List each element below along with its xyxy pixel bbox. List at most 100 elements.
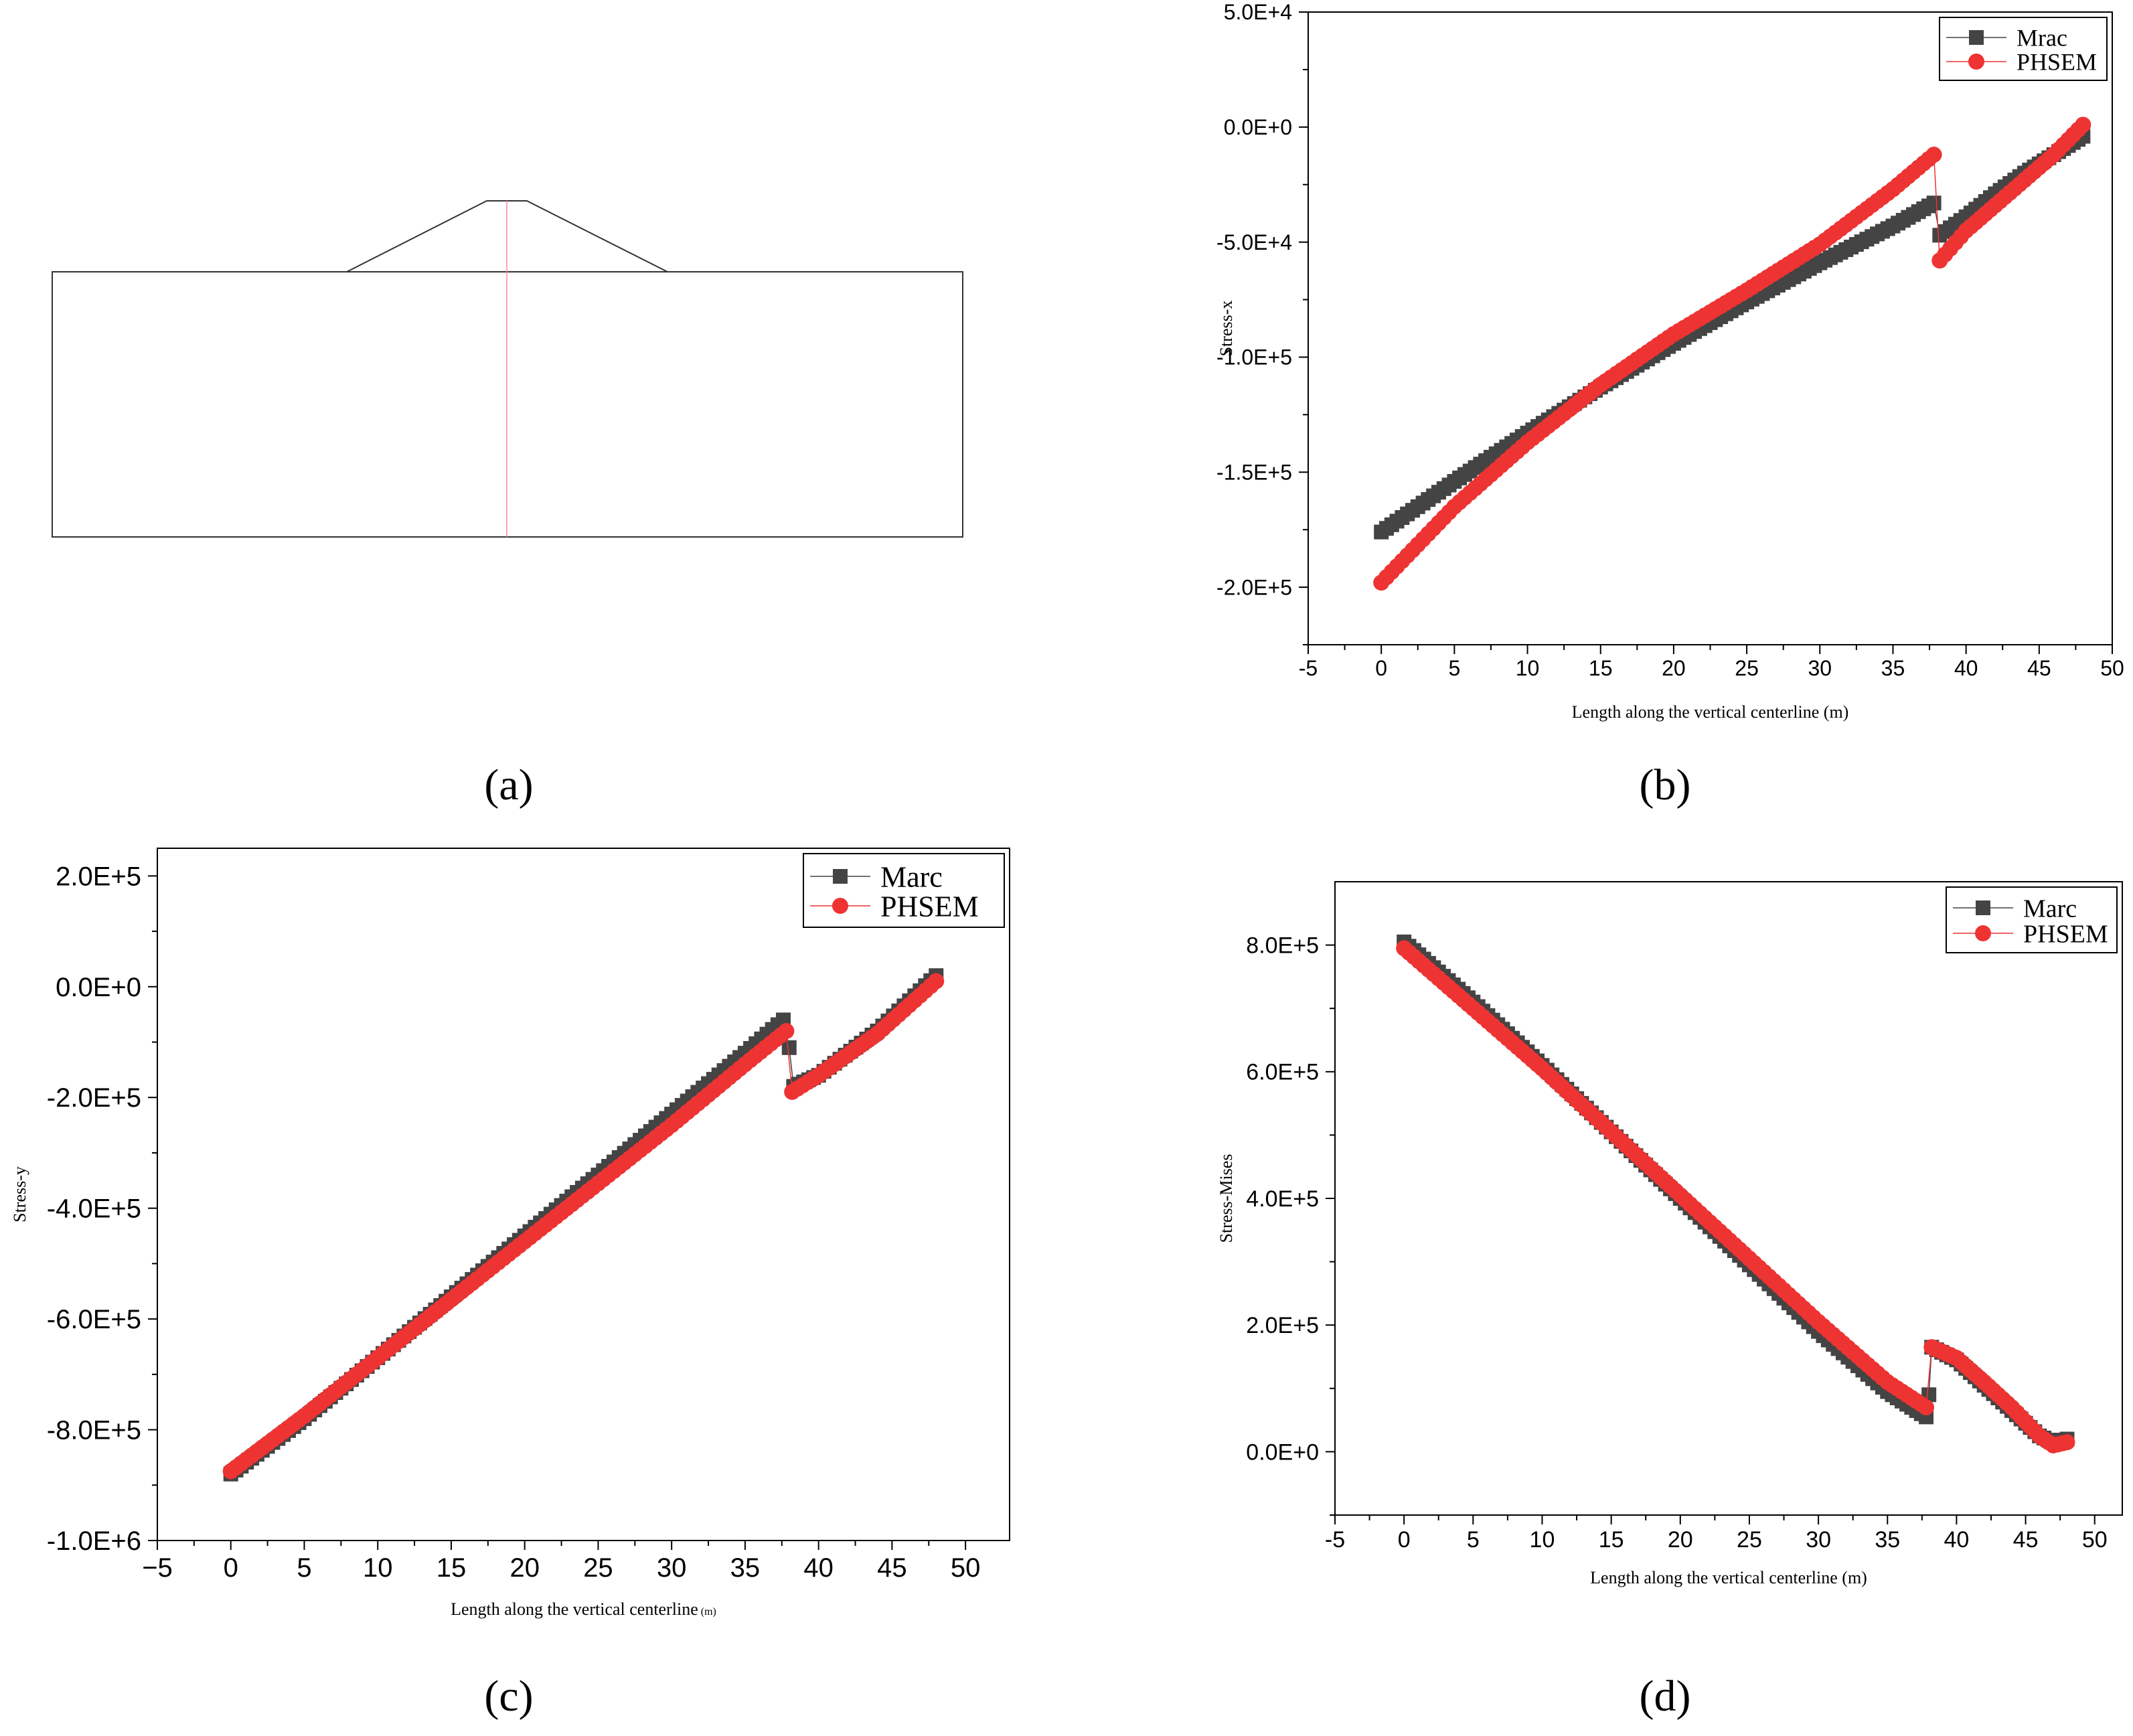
- x-tick-label: 10: [1516, 656, 1540, 680]
- x-tick-label: 50: [2100, 656, 2124, 680]
- x-tick-label: 35: [1881, 656, 1905, 680]
- legend-marker-square: [1976, 900, 1990, 915]
- legend-marker-square: [1969, 30, 1984, 45]
- legend-box: [1946, 886, 2118, 953]
- legend-label: Mrac: [2017, 25, 2067, 52]
- x-axis-label: Length along the vertical centerline (m): [1572, 702, 1849, 722]
- x-tick-label: 35: [1875, 1527, 1900, 1553]
- legend-marker-circle: [1968, 54, 1984, 70]
- legend-label: Marc: [2023, 894, 2077, 923]
- x-tick-label: 30: [1808, 656, 1832, 680]
- chart-d-stress-mises: -5 0 5 10 15 20 25 30 35 40 45 50 8.0E+5 6.0E+5 4.0E+5…: [1216, 881, 2123, 1587]
- x-tick-label: 5: [297, 1553, 311, 1583]
- y-tick-label: -2.0E+5: [47, 1083, 141, 1113]
- chart-b-stress-x: -5 0 5 10 15 20 25 30 35 40 45 50 5.0E+4 0.0E+0 -5.0E+…: [1216, 0, 2124, 722]
- data-point-circle: [2059, 1434, 2075, 1451]
- y-tick-label: 4.0E+5: [1246, 1186, 1319, 1212]
- x-tick-label: 45: [877, 1553, 907, 1583]
- x-tick-label: 5: [1448, 656, 1460, 680]
- y-tick-label: -8.0E+5: [47, 1416, 141, 1445]
- foundation-block: [52, 271, 963, 538]
- series-phsem: [222, 973, 945, 1480]
- y-tick-label: 6.0E+5: [1246, 1060, 1319, 1085]
- legend-label: PHSEM: [2017, 49, 2097, 76]
- x-tick-label: 25: [1737, 1527, 1762, 1553]
- x-tick-label: 45: [2027, 656, 2051, 680]
- y-tick-label: 5.0E+4: [1224, 0, 1292, 24]
- x-tick-label: 15: [1589, 656, 1613, 680]
- data-point-circle: [2075, 116, 2091, 133]
- data-point-circle: [1918, 1399, 1935, 1416]
- y-tick-label: 0.0E+0: [1246, 1439, 1319, 1465]
- x-tick-label: 20: [509, 1553, 540, 1583]
- legend-marker-square: [833, 869, 848, 884]
- y-tick-label: -5.0E+4: [1216, 230, 1292, 254]
- series-phsem: [1396, 940, 2075, 1453]
- panel-d-label: (d): [1640, 1672, 1691, 1721]
- x-tick-label: 50: [2082, 1527, 2108, 1553]
- plot-frame: [157, 848, 1010, 1541]
- x-tick-label: 0: [224, 1553, 238, 1583]
- data-point-square: [1926, 195, 1942, 211]
- x-tick-label: 35: [730, 1553, 761, 1583]
- x-tick-label: 10: [1530, 1527, 1555, 1553]
- y-axis-label: Stress-x: [1216, 301, 1236, 357]
- x-tick-label: −5: [142, 1553, 173, 1583]
- x-tick-label: 10: [363, 1553, 393, 1583]
- x-tick-label: 30: [657, 1553, 687, 1583]
- x-tick-label: 40: [1954, 656, 1978, 680]
- y-tick-label: 8.0E+5: [1246, 933, 1319, 959]
- x-tick-label: 45: [2013, 1527, 2039, 1553]
- legend-label: Marc: [880, 860, 943, 893]
- y-tick-label: -2.0E+5: [1216, 575, 1292, 599]
- y-axis-label: Stress-y: [10, 1166, 29, 1222]
- x-axis-label: Length along the vertical centerline (m): [451, 1599, 716, 1619]
- y-tick-label: -1.5E+5: [1216, 460, 1292, 484]
- x-tick-label: 15: [437, 1553, 467, 1583]
- x-tick-label: 40: [803, 1553, 834, 1583]
- x-tick-label: -5: [1299, 656, 1318, 680]
- x-tick-label: 30: [1806, 1527, 1831, 1553]
- y-axis-label: Stress-Mises: [1216, 1154, 1236, 1243]
- y-tick-label: -4.0E+5: [47, 1194, 141, 1224]
- legend-label: PHSEM: [880, 890, 979, 923]
- x-tick-label: 0: [1375, 656, 1387, 680]
- data-point-circle: [928, 973, 945, 990]
- legend-marker-circle: [1975, 925, 1991, 941]
- y-tick-label: -1.0E+6: [47, 1526, 141, 1556]
- data-point-circle: [1925, 147, 1942, 163]
- panel-c-label: (c): [484, 1672, 533, 1721]
- x-axis-label: Length along the vertical centerline (m): [1590, 1568, 1867, 1587]
- x-tick-label: 50: [951, 1553, 981, 1583]
- y-tick-label: 2.0E+5: [56, 862, 141, 891]
- data-point-circle: [778, 1022, 795, 1039]
- series-phsem: [1373, 116, 2091, 591]
- x-tick-label: 40: [1944, 1527, 1970, 1553]
- panel-b-label: (b): [1640, 761, 1691, 809]
- x-tick-label: 0: [1398, 1527, 1411, 1553]
- x-tick-label: 25: [1735, 656, 1759, 680]
- legend-box: [1939, 17, 2108, 81]
- x-tick-label: 15: [1599, 1527, 1624, 1553]
- legend-label: PHSEM: [2023, 920, 2108, 948]
- x-tick-label: 20: [1662, 656, 1686, 680]
- y-tick-label: 2.0E+5: [1246, 1313, 1319, 1338]
- x-tick-label: -5: [1325, 1527, 1345, 1553]
- legend-box: [803, 853, 1005, 928]
- x-tick-label: 25: [583, 1553, 613, 1583]
- x-tick-label: 5: [1467, 1527, 1480, 1553]
- panel-a-schematic: [52, 200, 963, 538]
- legend-marker-circle: [832, 898, 848, 914]
- y-tick-label: -1.0E+5: [1216, 345, 1292, 370]
- y-tick-label: 0.0E+0: [1224, 115, 1292, 139]
- y-tick-label: -6.0E+5: [47, 1305, 141, 1334]
- x-tick-label: 20: [1668, 1527, 1693, 1553]
- x-axis-unit: (m): [698, 1606, 716, 1617]
- chart-c-stress-y: −5 0 5 10 15 20 25 30 35 40 45 50 2.0E+5 0.0E+0 -2.0E+…: [10, 848, 1010, 1619]
- panel-a-label: (a): [484, 761, 533, 809]
- y-tick-label: 0.0E+0: [56, 973, 141, 1002]
